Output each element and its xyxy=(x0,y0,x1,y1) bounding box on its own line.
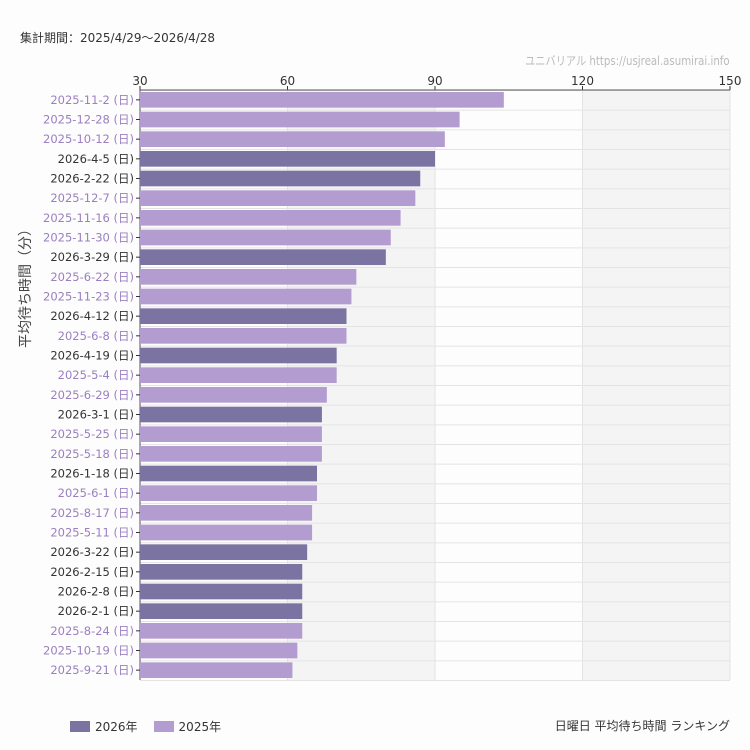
y-tick-label: 2025-6-22 (日) xyxy=(50,270,134,284)
y-tick-label: 2025-5-11 (日) xyxy=(50,526,134,540)
bar xyxy=(140,269,357,285)
y-tick-label: 2025-5-25 (日) xyxy=(50,427,134,441)
bar xyxy=(140,151,435,167)
bar xyxy=(140,406,322,423)
chart-title: 日曜日 平均待ち時間 ランキング xyxy=(554,719,730,733)
bar xyxy=(140,210,401,226)
y-tick-label: 2026-2-8 (日) xyxy=(58,585,134,599)
legend-swatch xyxy=(70,721,90,732)
x-tick-label: 150 xyxy=(719,74,742,88)
y-tick-label: 2026-3-22 (日) xyxy=(50,545,134,559)
y-axis-label: 平均待ち時間（分） xyxy=(18,222,34,348)
y-tick-label: 2026-4-5 (日) xyxy=(58,152,134,166)
y-tick-label: 2026-2-22 (日) xyxy=(50,172,134,186)
legend-item-2026[interactable]: 2026年 xyxy=(70,718,138,735)
bar xyxy=(140,229,391,246)
bar xyxy=(140,131,445,147)
x-tick-label: 120 xyxy=(571,74,594,88)
y-tick-label: 2026-2-15 (日) xyxy=(50,565,134,579)
y-tick-label: 2026-3-29 (日) xyxy=(50,250,134,264)
y-tick-label: 2025-8-17 (日) xyxy=(50,506,134,520)
bar xyxy=(140,544,308,560)
y-tick-label: 2025-9-21 (日) xyxy=(50,663,134,677)
y-tick-label: 2026-4-12 (日) xyxy=(50,309,134,323)
bar xyxy=(140,623,303,639)
y-tick-label: 2025-12-28 (日) xyxy=(43,113,134,127)
legend-item-2025[interactable]: 2025年 xyxy=(153,718,222,735)
y-tick-label: 2026-4-19 (日) xyxy=(50,349,134,363)
bar xyxy=(140,603,303,619)
bar xyxy=(140,347,337,364)
bar xyxy=(140,662,293,678)
y-tick-label: 2025-12-7 (日) xyxy=(50,191,134,205)
legend-swatch xyxy=(153,721,174,732)
y-tick-label: 2025-11-16 (日) xyxy=(43,211,134,225)
y-tick-label: 2025-6-29 (日) xyxy=(50,388,134,402)
bar xyxy=(140,308,347,324)
x-tick-label: 60 xyxy=(280,74,295,88)
bar xyxy=(140,190,416,206)
bar xyxy=(140,426,322,442)
legend: 2026年 2025年 xyxy=(70,718,221,735)
bar xyxy=(140,583,303,600)
y-tick-label: 2026-2-1 (日) xyxy=(58,604,134,618)
bar xyxy=(140,465,317,482)
legend-label: 2025年 xyxy=(178,720,222,734)
y-tick-label: 2025-6-8 (日) xyxy=(58,329,134,343)
y-tick-label: 2025-11-2 (日) xyxy=(50,93,134,107)
bar xyxy=(140,387,327,403)
credit-label: ユニバリアル https://usjreal.asumirai.info xyxy=(525,54,730,68)
bar xyxy=(140,288,352,305)
bar xyxy=(140,446,322,462)
bar xyxy=(140,642,298,659)
y-tick-label: 2025-11-23 (日) xyxy=(43,290,134,304)
y-tick-label: 2026-3-1 (日) xyxy=(58,408,134,422)
y-tick-label: 2025-5-18 (日) xyxy=(50,447,134,461)
y-tick-label: 2025-6-1 (日) xyxy=(58,486,134,500)
bar xyxy=(140,328,347,344)
bar xyxy=(140,170,421,187)
bar xyxy=(140,524,313,541)
bar xyxy=(140,505,313,521)
bar xyxy=(140,92,504,108)
y-tick-label: 2026-1-18 (日) xyxy=(50,467,134,481)
x-tick-label: 30 xyxy=(132,74,147,88)
bar xyxy=(140,485,317,501)
y-tick-label: 2025-8-24 (日) xyxy=(50,624,134,638)
period-label: 集計期間：2025/4/29〜2026/4/28 xyxy=(20,31,216,45)
legend-label: 2026年 xyxy=(95,720,138,734)
y-tick-label: 2025-10-19 (日) xyxy=(43,644,134,658)
bar xyxy=(140,564,303,580)
x-tick-label: 90 xyxy=(427,74,442,88)
y-tick-label: 2025-11-30 (日) xyxy=(43,231,134,245)
bar xyxy=(140,367,337,383)
y-tick-label: 2025-10-12 (日) xyxy=(43,132,134,146)
bar xyxy=(140,111,460,128)
bar xyxy=(140,249,386,265)
y-tick-label: 2025-5-4 (日) xyxy=(58,368,134,382)
